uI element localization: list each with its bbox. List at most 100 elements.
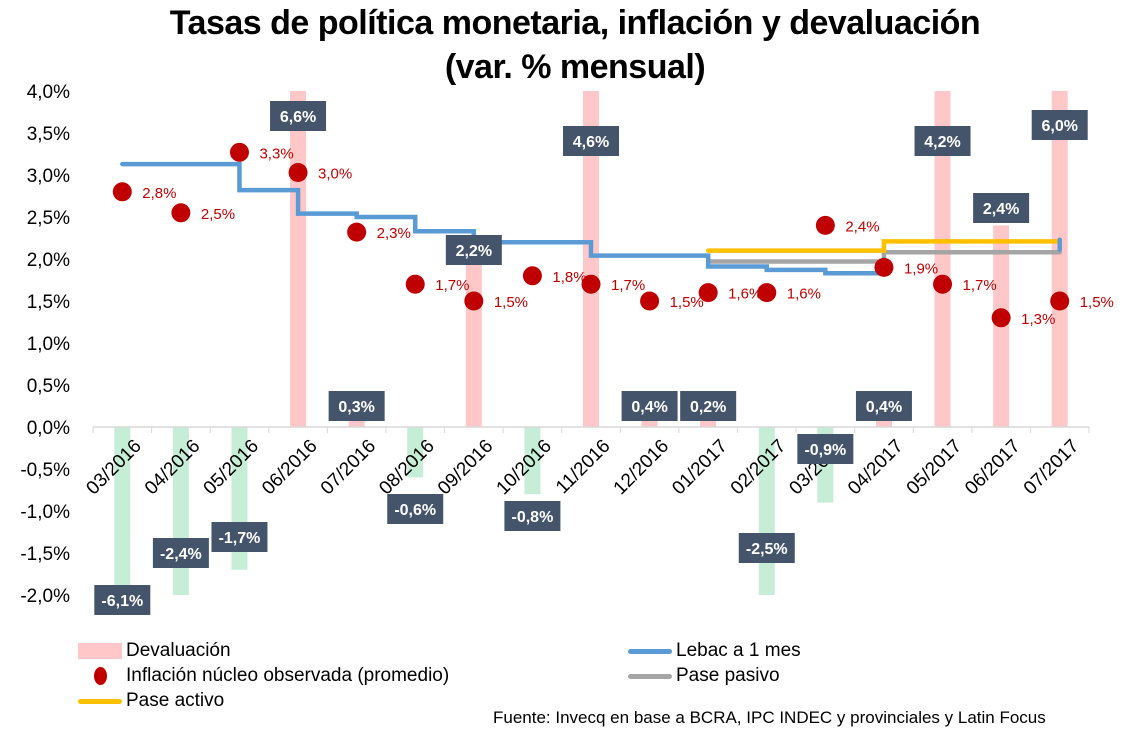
x-tick-label: 10/2016 xyxy=(493,436,556,499)
bar-devaluacion xyxy=(583,91,599,427)
source-note: Fuente: Invecq en base a BCRA, IPC INDEC… xyxy=(493,708,1046,727)
bar-data-label: 4,6% xyxy=(563,126,619,156)
inflation-point xyxy=(933,274,953,294)
y-tick-label: -1,0% xyxy=(20,502,70,523)
bar-label-text: -0,9% xyxy=(804,442,846,459)
y-tick-label: 2,5% xyxy=(27,208,70,229)
bar-label-text: 4,6% xyxy=(573,134,609,151)
bar-data-label: -0,9% xyxy=(797,434,854,464)
inflation-data-label: 2,4% xyxy=(845,218,879,235)
bar-label-text: 6,0% xyxy=(1041,118,1077,135)
legend-devaluacion: Devaluación xyxy=(78,640,231,662)
bar-data-labels: -6,1% -2,4% -1,7% 6,6% 0,3% -0,6% 2,2% -0,8% 4,6… xyxy=(94,101,1088,615)
legend-label: Pase activo xyxy=(126,690,225,711)
bar-label-box xyxy=(152,538,209,568)
chart-subtitle: (var. % mensual) xyxy=(444,48,706,86)
inflation-point xyxy=(640,291,660,311)
bar-data-label: -2,5% xyxy=(738,533,795,563)
bar-label-box xyxy=(211,522,268,552)
inflation-point xyxy=(1050,291,1070,311)
bar-data-label: -0,8% xyxy=(504,501,561,531)
inflation-data-label: 1,5% xyxy=(494,294,528,311)
inflation-data-label: 2,3% xyxy=(377,225,411,242)
legend-line-swatch xyxy=(628,673,672,679)
legend-bar-swatch xyxy=(78,643,122,659)
chart-title: Tasas de política monetaria, inflación y… xyxy=(169,4,981,42)
bar-devaluacion xyxy=(1051,91,1068,427)
bar-label-text: -0,8% xyxy=(512,509,554,526)
y-tick-label: 1,0% xyxy=(27,334,70,355)
bar-label-box xyxy=(563,126,619,156)
inflation-data-label: 1,5% xyxy=(670,294,704,311)
bar-devaluacion xyxy=(290,91,307,427)
inflation-point xyxy=(405,274,425,294)
x-tick-label: 04/2016 xyxy=(141,436,204,499)
y-tick-label: 0,0% xyxy=(27,418,70,439)
bar-label-box xyxy=(94,585,151,615)
legend-line-swatch xyxy=(78,698,122,704)
inflation-point xyxy=(347,222,367,242)
bar-label-text: -2,4% xyxy=(160,546,202,563)
bar-label-box xyxy=(973,193,1030,223)
bar-data-label: 0,2% xyxy=(680,391,737,421)
line-lebac-a-1-mes xyxy=(120,161,887,276)
x-tick-label: 12/2016 xyxy=(610,436,673,499)
inflation-data-label: 1,5% xyxy=(1080,294,1114,311)
inflation-point xyxy=(464,291,484,311)
inflation-points: 2,8% 2,5% 3,3% 3,0% 2,3% 1,7% 1,5% 1,8% 1,7% 1,5%… xyxy=(112,142,1114,328)
bar-label-text: 2,4% xyxy=(983,201,1019,218)
bar-label-text: 0,4% xyxy=(866,399,902,416)
x-tick-label: 07/2016 xyxy=(317,436,380,499)
legend-dot-swatch xyxy=(78,667,122,685)
bar-label-text: 0,2% xyxy=(690,399,726,416)
bar-label-text: 2,2% xyxy=(456,243,492,260)
bar-label-box xyxy=(387,494,444,524)
x-tick-label: 06/2016 xyxy=(258,436,321,499)
bar-data-label: -1,7% xyxy=(211,522,268,552)
inflation-point xyxy=(229,142,249,162)
y-tick-label: 3,0% xyxy=(27,166,70,187)
bar-devaluacion xyxy=(524,427,541,495)
line-pase-activo xyxy=(705,239,1062,253)
x-axis xyxy=(92,426,1090,433)
bar-label-text: 4,2% xyxy=(924,134,960,151)
legend-pase-pasivo: Pase pasivo xyxy=(628,665,780,687)
bar-label-box xyxy=(1031,110,1088,140)
x-tick-label: 07/2017 xyxy=(1020,436,1083,499)
inflation-data-label: 1,7% xyxy=(435,277,469,294)
bar-devaluacion xyxy=(934,91,951,427)
y-axis: 4,0% 3,5% 3,0% 2,5% 2,0% 1,5% 1,0% 0,5% 0,0% -0,5… xyxy=(20,82,70,607)
bar-label-box xyxy=(328,391,385,421)
y-tick-label: 1,5% xyxy=(27,292,70,313)
y-tick-label: 0,5% xyxy=(27,376,70,397)
inflation-data-label: 1,3% xyxy=(1021,311,1055,328)
y-tick-label: 4,0% xyxy=(27,82,70,103)
devaluacion-bars xyxy=(114,91,1068,595)
inflation-point xyxy=(874,257,894,277)
x-tick-label: 02/2017 xyxy=(727,436,790,499)
inflation-data-label: 1,7% xyxy=(963,277,997,294)
y-tick-label: 3,5% xyxy=(27,124,70,145)
legend-line-swatch xyxy=(628,648,672,654)
bar-label-box xyxy=(855,391,912,421)
bar-label-text: -1,7% xyxy=(219,530,261,547)
bar-label-box xyxy=(738,533,795,563)
bar-data-label: 0,4% xyxy=(621,391,678,421)
inflation-point xyxy=(288,162,308,182)
bar-label-text: -6,1% xyxy=(101,593,143,610)
inflation-point xyxy=(581,274,601,294)
bar-data-label: 0,3% xyxy=(328,391,385,421)
bar-data-label: 6,6% xyxy=(270,101,327,131)
bar-label-box xyxy=(621,391,678,421)
legend-pase-activo: Pase activo xyxy=(78,690,224,712)
legend-label: Inflación núcleo observada (promedio) xyxy=(126,665,450,686)
legend-lebac: Lebac a 1 mes xyxy=(628,640,801,662)
y-tick-label: -1,5% xyxy=(20,544,70,565)
inflation-data-label: 1,6% xyxy=(787,286,821,303)
bar-label-box xyxy=(914,126,971,156)
bar-devaluacion xyxy=(407,427,424,478)
inflation-point xyxy=(112,182,132,202)
inflation-data-label: 3,3% xyxy=(259,145,293,162)
bar-devaluacion xyxy=(114,427,131,595)
